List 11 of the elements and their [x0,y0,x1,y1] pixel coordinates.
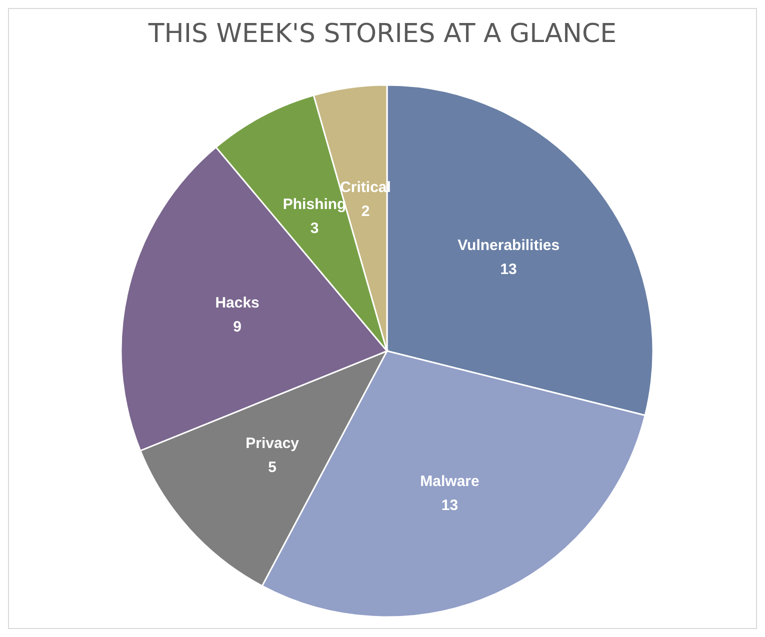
data-label: 13 [441,496,458,514]
slice-label: Hacks [215,294,260,312]
data-label: 5 [268,459,277,476]
chart-title: THIS WEEK'S STORIES AT A GLANCE [147,19,618,49]
slice-label: Vulnerabilities [458,237,560,254]
data-label: 3 [310,220,319,237]
slice-label: Malware [420,472,480,490]
data-label: 9 [233,318,242,336]
data-label: 2 [361,203,370,220]
data-label: 13 [500,261,517,278]
slice-label: Privacy [246,435,300,452]
